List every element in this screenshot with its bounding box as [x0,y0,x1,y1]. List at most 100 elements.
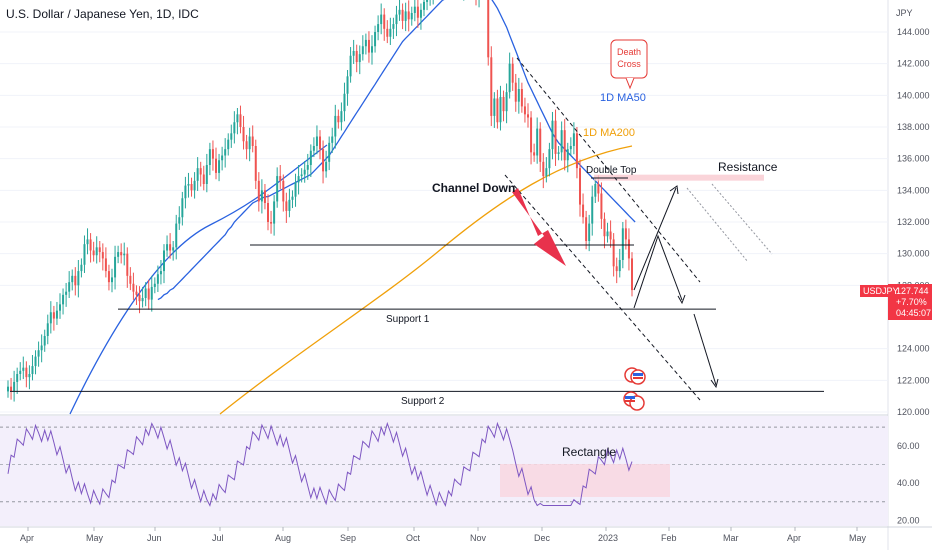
candle-body [609,231,612,240]
us-flag-icon [624,367,646,385]
price-tick-label: 140.000 [897,90,930,100]
candle-body [410,13,413,20]
candle-body [511,63,514,83]
candle-body [156,274,159,284]
candle-body [325,161,328,172]
candle-body [490,57,493,116]
candle-body [117,252,120,257]
rsi-band [0,416,888,526]
candle-body [25,367,28,378]
candle-body [215,158,217,173]
candle-body [92,250,95,256]
candle-body [77,271,80,286]
candle-body [59,304,61,311]
candle-body [43,336,46,346]
price-tick-label: 134.000 [897,185,930,195]
candle-body [107,271,110,283]
candle-body [563,130,566,161]
candle-body [245,141,248,150]
candle-body [104,258,107,272]
candle-body [184,185,187,199]
candle-body [423,1,425,10]
candle-body [621,228,624,260]
candle-body [398,9,401,15]
candle-body [413,6,416,13]
candle-body [606,231,609,237]
symbol-tag: USDJPY [863,286,899,296]
candle-body [502,96,505,112]
rsi-line [7,421,633,507]
price-tick-label: 132.000 [897,217,930,227]
candle-body [309,150,312,165]
candle-body [315,136,318,146]
support2-label: Support 2 [401,396,445,407]
candle-body [172,247,175,251]
time-tick-label: May [849,533,867,543]
candle-body [380,14,383,25]
rsi-tick-label: 20.00 [897,515,920,525]
candle-body [514,82,517,102]
candle-body [493,98,496,116]
candle-body [267,203,269,222]
candle-body [270,222,273,224]
candle-body [542,161,545,177]
candle-body [527,114,529,118]
rsi-rectangle [500,464,670,497]
candle-body [221,155,224,161]
double-top-label: Double Top [586,165,637,176]
candle-body [227,139,230,150]
resistance-label: Resistance [718,160,778,174]
candle-body [233,122,236,134]
death-cross-pointer [625,77,635,90]
candle-body [386,28,389,37]
candle-body [150,286,153,300]
candle-body [404,11,407,21]
candle-body [530,117,533,153]
candle-body [13,381,16,392]
candle-body [517,89,520,102]
candle-body [300,174,303,177]
time-tick-label: Jun [147,533,162,543]
candle-body [129,275,132,284]
candle-body [52,312,55,319]
candle-body [163,250,165,272]
candle-body [114,256,117,278]
candle-body [205,165,208,184]
candle-body [254,146,257,181]
candle-body [588,223,591,241]
candle-body [331,136,334,143]
price-tick-label: 122.000 [897,375,930,385]
time-tick-label: Jul [212,533,224,543]
candle-body [147,288,150,300]
candle-body [416,6,419,18]
candle-body [236,114,239,123]
projection-up-arrowhead [669,185,679,195]
time-tick-label: Oct [406,533,421,543]
candle-body [536,128,539,156]
candle-body [276,176,279,202]
candle-body [401,9,404,21]
ma50-line-early [69,144,328,415]
candle-body [303,169,306,175]
candle-body [426,0,429,2]
candle-body [371,46,373,53]
candle-body [539,128,542,162]
rectangle-label: Rectangle [562,445,616,459]
time-tick-label: May [86,533,104,543]
candle-body [591,196,594,224]
chart-title: U.S. Dollar / Japanese Yen, 1D, IDC [6,7,199,21]
candle-body [374,32,377,47]
candle-body [19,370,22,374]
candle-body [322,149,325,172]
candle-body [7,386,9,392]
candle-body [288,199,291,211]
time-axis-ticks: Apr May Jun Jul Aug Sep Oct Nov Dec 2023 Feb Mar Apr… [20,527,867,543]
candle-body [319,136,321,150]
time-tick-label: Nov [470,533,487,543]
candle-body [111,277,113,283]
candle-body [294,182,297,197]
candle-body [572,133,575,146]
candle-body [101,252,104,259]
candle-body [395,14,398,25]
